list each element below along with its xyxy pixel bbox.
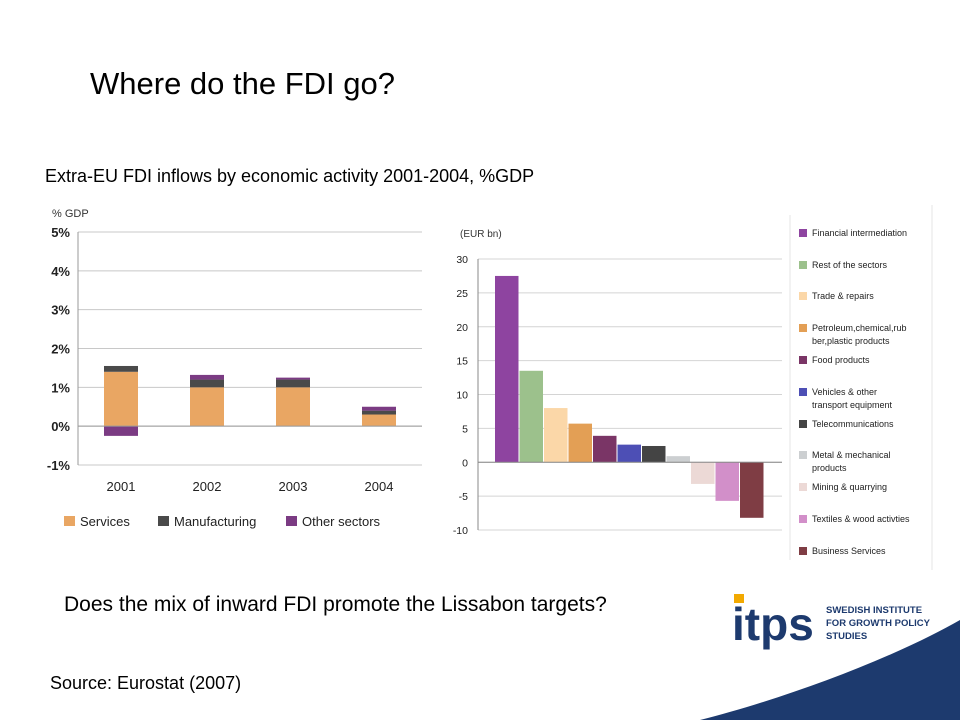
x-tick-label: 2001	[107, 479, 136, 494]
y-tick-label: 5%	[51, 225, 70, 240]
y-tick-label: 15	[456, 356, 468, 368]
legend-label: Manufacturing	[174, 514, 256, 529]
y-tick-label: 5	[462, 423, 468, 435]
chart-subtitle: Extra-EU FDI inflows by economic activit…	[45, 166, 535, 186]
legend-label: Textiles & wood activties	[812, 514, 910, 524]
logo-mark: itps	[732, 598, 814, 650]
logo-dot	[734, 594, 744, 603]
bar-services	[276, 387, 310, 427]
bar-vehicles-other-transport-equipment	[617, 444, 641, 463]
legend-swatch	[799, 547, 807, 555]
logo-swoosh	[700, 620, 960, 720]
y-tick-label: 3%	[51, 303, 70, 318]
legend-swatch	[799, 356, 807, 364]
legend-label: transport equipment	[812, 400, 893, 410]
y-tick-label: 0	[462, 457, 468, 469]
bar-mining-quarrying	[691, 462, 715, 484]
bar-services	[104, 371, 138, 427]
y-tick-label: -10	[453, 525, 468, 537]
bar-rest-of-the-sectors	[519, 370, 543, 463]
x-tick-label: 2004	[365, 479, 394, 494]
y-tick-label: 25	[456, 288, 468, 300]
bar-other-sectors	[190, 374, 224, 380]
logo-tagline: SWEDISH INSTITUTE FOR GROWTH POLICY STUD…	[826, 604, 936, 643]
y-tick-label: 1%	[51, 380, 70, 395]
logo-line-2: FOR GROWTH POLICY	[826, 618, 930, 629]
bar-metal-mechanical-products	[666, 456, 690, 463]
bar-petroleum-chemical-rubber-plastic-products	[568, 423, 592, 463]
chart-fdi-gdp: % GDP -1% 0% 1% 2% 3% 4% 5% 2001 2002 2003 2004 Serv…	[47, 208, 422, 529]
legend-swatch	[799, 388, 807, 396]
legend-label: ber,plastic products	[812, 336, 890, 346]
bar-other-sectors	[276, 377, 310, 380]
legend-swatch	[799, 451, 807, 459]
legend-label: Mining & quarrying	[812, 482, 887, 492]
legend-label: Food products	[812, 355, 870, 365]
source-note: Source: Eurostat (2007)	[50, 673, 242, 693]
legend-label: Telecommunications	[812, 419, 894, 429]
legend-label: Vehicles & other	[812, 387, 877, 397]
question-text: Does the mix of inward FDI promote the L…	[64, 593, 607, 616]
y-axis-label: % GDP	[52, 208, 89, 220]
bar-manufacturing	[362, 410, 396, 415]
y-tick-label: 30	[456, 254, 468, 266]
bar-manufacturing	[104, 365, 138, 372]
y-axis-label: (EUR bn)	[460, 229, 502, 240]
bar-business-services	[740, 462, 764, 518]
legend-swatch	[799, 420, 807, 428]
y-tick-label: 2%	[51, 342, 70, 357]
legend-label: products	[812, 463, 847, 473]
bar-textiles-wood-activities	[715, 462, 739, 501]
bar-services	[362, 414, 396, 427]
y-tick-label: 20	[456, 322, 468, 334]
bar-trade-repairs	[544, 408, 568, 463]
bar-manufacturing	[276, 379, 310, 388]
x-tick-label: 2002	[193, 479, 222, 494]
legend-swatch	[158, 516, 169, 526]
legend-label: Petroleum,chemical,rub	[812, 323, 907, 333]
legend-swatch	[799, 515, 807, 523]
y-tick-label: 4%	[51, 264, 70, 279]
y-tick-label: -5	[459, 491, 468, 503]
legend-label: Services	[80, 514, 130, 529]
logo-line-1: SWEDISH INSTITUTE	[826, 605, 923, 616]
legend-label: Rest of the sectors	[812, 260, 888, 270]
legend-label: Business Services	[812, 546, 886, 556]
legend-swatch	[799, 483, 807, 491]
bar-telecommunications	[642, 445, 666, 463]
y-tick-label: 10	[456, 390, 468, 402]
legend-label: Metal & mechanical	[812, 450, 891, 460]
legend-swatch	[799, 229, 807, 237]
logo-line-3: STUDIES	[826, 631, 868, 642]
bar-other-sectors	[104, 426, 138, 436]
itps-logo: itps	[700, 594, 960, 720]
legend-swatch	[799, 261, 807, 269]
x-tick-label: 2003	[279, 479, 308, 494]
y-tick-label: -1%	[47, 458, 71, 473]
legend-swatch	[64, 516, 75, 526]
slide-title: Where do the FDI go?	[90, 66, 395, 101]
legend-label: Other sectors	[302, 514, 381, 529]
bar-financial-intermediation	[495, 275, 519, 463]
legend-label: Financial intermediation	[812, 228, 907, 238]
legend-swatch	[286, 516, 297, 526]
bar-manufacturing	[190, 379, 224, 388]
bar-services	[190, 387, 224, 427]
legend-swatch	[799, 292, 807, 300]
chart-fdi-sectors: (EUR bn) -10 -5 0 5 10 15 20 25 30 Financial inter…	[453, 205, 933, 570]
bar-food-products	[593, 435, 617, 463]
bar-other-sectors	[362, 406, 396, 411]
legend-label: Trade & repairs	[812, 291, 874, 301]
y-tick-label: 0%	[51, 419, 70, 434]
legend-swatch	[799, 324, 807, 332]
